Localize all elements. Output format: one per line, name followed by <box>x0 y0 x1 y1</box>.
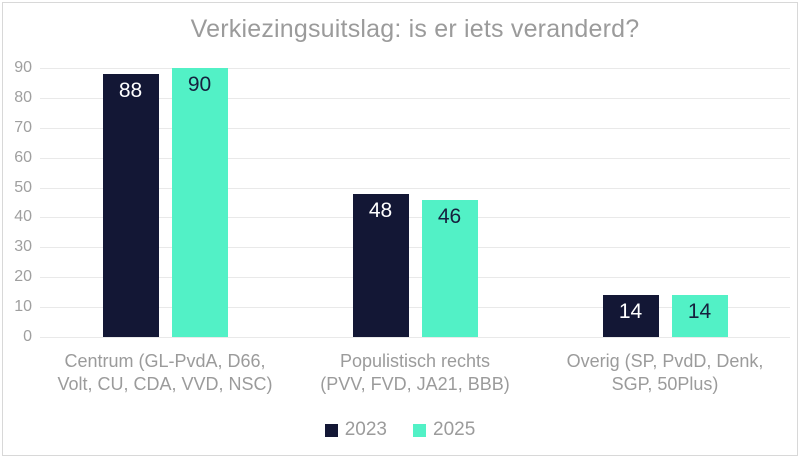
legend-label-2023: 2023 <box>344 419 387 440</box>
bar-2025-group-1: 90 <box>171 68 228 337</box>
x-label-line: SGP, 50Plus) <box>611 374 719 394</box>
gridline-0 <box>40 337 790 338</box>
bar-value-label: 14 <box>618 300 643 324</box>
x-label-line: Volt, CU, CDA, VVD, NSC) <box>57 374 273 394</box>
x-label-centrum: Centrum (GL-PvdA, D66, Volt, CU, CDA, VV… <box>40 350 290 396</box>
gridline-40 <box>40 217 790 219</box>
gridline-60 <box>40 157 790 159</box>
y-tick-label-60: 60 <box>14 148 32 166</box>
plot-area: 88 90 48 46 14 14 <box>40 68 790 337</box>
bar-2023-group-2: 48 <box>352 193 409 337</box>
bar-value-label: 46 <box>437 204 462 228</box>
y-tick-label-90: 90 <box>14 59 32 76</box>
gridline-90 <box>40 68 790 69</box>
legend-label-2025: 2025 <box>433 419 476 440</box>
x-label-line: Overig (SP, PvdD, Denk, <box>566 351 764 371</box>
gridline-30 <box>40 247 790 249</box>
x-label-populistisch-rechts: Populistisch rechts (PVV, FVD, JA21, BBB… <box>290 350 540 396</box>
legend-item-2023: 2023 <box>324 419 387 441</box>
y-tick-label-20: 20 <box>14 268 32 286</box>
chart-title: Verkiezingsuitslag: is er iets veranderd… <box>190 15 640 43</box>
gridline-70 <box>40 127 790 129</box>
bar-2025-group-2: 46 <box>421 199 478 337</box>
bar-value-label: 88 <box>118 78 143 102</box>
y-tick-label-80: 80 <box>14 88 32 106</box>
bar-value-label: 90 <box>187 73 212 96</box>
gridline-10 <box>40 307 790 309</box>
legend: 2023 2025 <box>0 419 800 441</box>
y-tick-label-70: 70 <box>14 118 32 136</box>
y-tick-label-30: 30 <box>14 238 32 256</box>
x-label-overig: Overig (SP, PvdD, Denk, SGP, 50Plus) <box>540 350 790 396</box>
gridline-50 <box>40 187 790 189</box>
y-tick-label-40: 40 <box>14 208 32 226</box>
bar-value-label: 48 <box>368 198 393 222</box>
legend-swatch-2025 <box>413 423 426 437</box>
bar-group-3: 14 14 <box>540 68 790 337</box>
bar-group-2: 48 46 <box>290 68 540 337</box>
legend-swatch-2023 <box>324 423 338 437</box>
bar-2023-group-1: 88 <box>102 73 159 337</box>
y-tick-label-0: 0 <box>23 328 32 345</box>
x-label-line: (PVV, FVD, JA21, BBB) <box>320 374 510 394</box>
y-tick-label-50: 50 <box>14 178 32 196</box>
bar-2023-group-3: 14 <box>602 295 659 337</box>
bar-value-label: 14 <box>687 300 712 324</box>
gridline-80 <box>40 97 790 99</box>
gridline-20 <box>40 277 790 279</box>
legend-item-2025: 2025 <box>413 419 475 441</box>
bar-2025-group-3: 14 <box>671 295 728 337</box>
x-label-line: Centrum (GL-PvdA, D66, <box>64 351 266 371</box>
x-axis-labels: Centrum (GL-PvdA, D66, Volt, CU, CDA, VV… <box>40 350 790 396</box>
bar-group-1: 88 90 <box>40 68 290 337</box>
y-tick-label-10: 10 <box>14 298 32 316</box>
x-label-line: Populistisch rechts <box>339 351 491 371</box>
